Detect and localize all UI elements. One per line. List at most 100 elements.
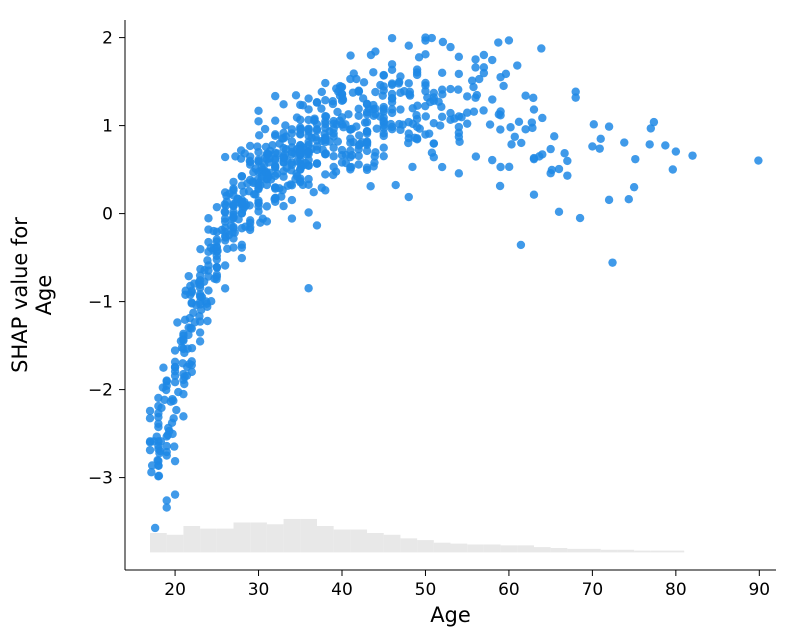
scatter-point [221,232,229,240]
scatter-point [163,377,171,385]
scatter-point [292,170,300,178]
scatter-point [369,68,377,76]
scatter-point [171,457,179,465]
scatter-point [396,72,404,80]
scatter-point [408,163,416,171]
scatter-point [672,147,680,155]
histogram-bar [267,524,284,552]
scatter-point [550,132,558,140]
scatter-point [221,224,229,232]
scatter-point [246,158,254,166]
scatter-point [254,168,262,176]
scatter-point [354,112,362,120]
scatter-point [511,133,519,141]
scatter-point [304,138,312,146]
scatter-point [213,237,221,245]
scatter-point [297,125,305,133]
histogram-bar [367,533,384,552]
scatter-point [528,124,536,132]
scatter-point [179,412,187,420]
scatter-point [263,202,271,210]
scatter-point [563,157,571,165]
scatter-point [388,90,396,98]
scatter-point [159,364,167,372]
x-tick-label: 60 [498,580,520,600]
scatter-point [380,71,388,79]
scatter-point [170,442,178,450]
scatter-point [439,38,447,46]
scatter-point [380,107,388,115]
scatter-point [438,113,446,121]
scatter-point [337,83,345,91]
x-tick-label: 90 [748,580,770,600]
scatter-point [363,100,371,108]
scatter-point [479,106,487,114]
scatter-point [416,124,424,132]
scatter-point [288,214,296,222]
scatter-point [304,181,312,189]
scatter-point [463,119,471,127]
scatter-point [625,195,633,203]
scatter-point [496,125,504,133]
scatter-point [597,135,605,143]
scatter-point [180,372,188,380]
scatter-point [168,430,176,438]
scatter-point [645,140,653,148]
scatter-point [197,306,205,314]
scatter-point [154,472,162,480]
scatter-point [496,163,504,171]
scatter-point [310,188,318,196]
scatter-point [204,272,212,280]
scatter-point [369,162,377,170]
scatter-point [473,91,481,99]
scatter-point [265,169,273,177]
scatter-point [279,202,287,210]
shap-dependence-chart: 2030405060708090−3−2−1012AgeSHAP value f… [0,0,808,640]
scatter-point [229,243,237,251]
scatter-point [167,397,175,405]
scatter-point [296,141,304,149]
scatter-point [430,119,438,127]
scatter-point [380,86,388,94]
scatter-point [279,100,287,108]
scatter-point [263,150,271,158]
histogram-bar [584,549,601,553]
scatter-point [255,131,263,139]
scatter-point [231,152,239,160]
scatter-point [154,445,162,453]
histogram-bar [517,545,534,552]
scatter-point [399,120,407,128]
scatter-point [422,112,430,120]
scatter-point [202,297,210,305]
scatter-point [246,223,254,231]
scatter-point [313,126,321,134]
scatter-point [363,147,371,155]
scatter-point [179,336,187,344]
scatter-point [406,88,414,96]
scatter-point [239,188,247,196]
scatter-point [204,214,212,222]
histogram-bar [384,535,401,553]
scatter-point [204,286,212,294]
scatter-point [470,107,478,115]
scatter-point [318,184,326,192]
scatter-point [240,198,248,206]
scatter-point [438,69,446,77]
scatter-point [395,79,403,87]
scatter-point [333,108,341,116]
histogram-bar [350,530,367,553]
scatter-point [354,160,362,168]
scatter-point [515,118,523,126]
histogram-bar [150,533,167,552]
scatter-point [529,94,537,102]
scatter-point [172,406,180,414]
scatter-point [321,79,329,87]
scatter-point [213,255,221,263]
scatter-point [318,88,326,96]
scatter-point [171,346,179,354]
scatter-point [288,196,296,204]
scatter-point [288,181,296,189]
scatter-point [271,130,279,138]
scatter-point [413,65,421,73]
scatter-point [313,98,321,106]
